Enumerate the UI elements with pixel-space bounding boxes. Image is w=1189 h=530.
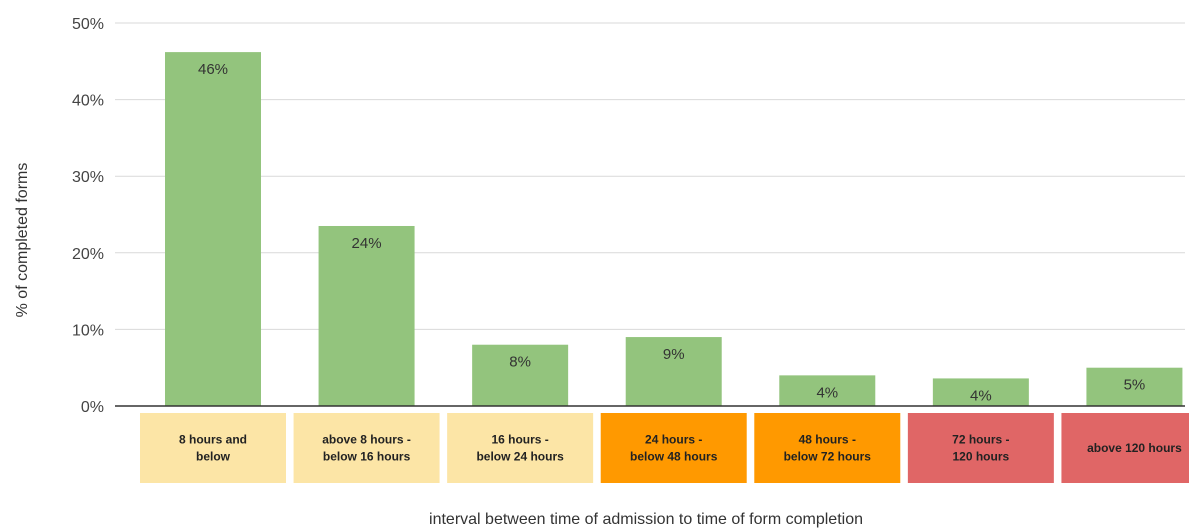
bar <box>318 225 415 406</box>
category-box <box>600 413 747 483</box>
y-tick-label: 0% <box>81 399 104 416</box>
category-label: 16 hours -below 24 hours <box>476 433 564 464</box>
category-box <box>1061 413 1189 483</box>
y-axis-title: % of completed forms <box>14 163 31 318</box>
y-tick-label: 30% <box>72 169 104 186</box>
data-label: 8% <box>509 354 531 371</box>
y-tick-label: 20% <box>72 246 104 263</box>
data-labels: 46% 24% 8% 9% 4% 4% 5% <box>198 61 1145 404</box>
y-tick-label: 40% <box>72 93 104 110</box>
data-label: 4% <box>816 384 838 401</box>
category-box <box>754 413 901 483</box>
x-axis-title: interval between time of admission to ti… <box>429 511 863 528</box>
data-label: 9% <box>663 346 685 363</box>
y-tick-label: 10% <box>72 322 104 339</box>
bar <box>165 52 261 406</box>
bar <box>932 378 1029 406</box>
category-labels: 8 hours and below above 8 hours -below 16 … <box>140 413 1189 483</box>
data-label: 24% <box>352 235 382 252</box>
bar <box>625 337 722 406</box>
data-label: 5% <box>1124 377 1146 394</box>
category-label: above 8 hours -below 16 hours <box>322 433 411 464</box>
bar <box>1086 367 1183 406</box>
category-box <box>140 413 286 483</box>
y-tick-label: 50% <box>72 16 104 33</box>
category-box <box>293 413 440 483</box>
y-axis-ticks: 0% 10% 20% 30% 40% 50% <box>72 16 104 416</box>
bars <box>165 52 1183 406</box>
category-label: 24 hours -below 48 hours <box>630 433 718 464</box>
category-label: 72 hours -120 hours <box>952 433 1009 464</box>
bar <box>472 344 569 406</box>
data-label: 46% <box>198 61 228 78</box>
category-box <box>447 413 594 483</box>
category-label: 8 hours and below <box>179 433 247 464</box>
category-label: above 120 hours <box>1087 441 1182 455</box>
data-label: 4% <box>970 387 992 404</box>
category-box <box>907 413 1054 483</box>
gridlines <box>115 22 1185 330</box>
bar <box>779 375 876 406</box>
category-label: 48 hours -below 72 hours <box>784 433 872 464</box>
